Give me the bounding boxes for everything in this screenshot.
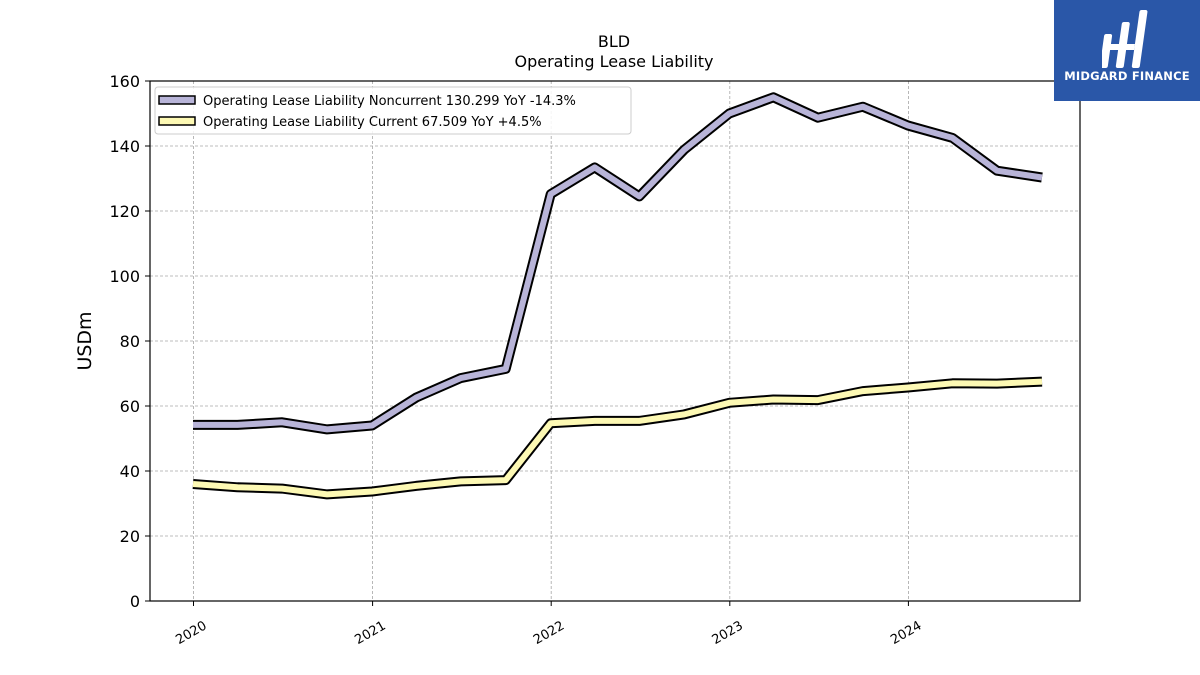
y-tick-label: 60 [120, 397, 140, 416]
legend-label-1: Operating Lease Liability Noncurrent 130… [203, 94, 576, 109]
y-tick-label: 140 [109, 137, 140, 156]
legend-label-2: Operating Lease Liability Current 67.509… [203, 115, 542, 130]
x-tick-label: 2020 [173, 618, 209, 648]
y-tick-label: 40 [120, 462, 140, 481]
legend: Operating Lease Liability Noncurrent 130… [154, 86, 632, 135]
x-tick-label: 2024 [888, 618, 924, 648]
y-axis: 0 20 40 60 80 100 120 140 160 [109, 72, 150, 611]
legend-box [154, 86, 632, 135]
x-tick-label: 2023 [710, 618, 746, 648]
brand-name: MIDGARD FINANCE [1064, 69, 1190, 83]
x-tick-label: 2021 [352, 618, 388, 648]
y-tick-label: 80 [120, 332, 140, 351]
y-tick-label: 20 [120, 527, 140, 546]
y-tick-label: 100 [109, 267, 140, 286]
x-tick-label: 2022 [531, 618, 567, 648]
series-layer [192, 92, 1043, 500]
brand-logo: MIDGARD FINANCE [1054, 0, 1200, 101]
series-1-outline [193, 92, 1043, 435]
series-2-line [192, 378, 1043, 498]
y-tick-label: 120 [109, 202, 140, 221]
chart-title: BLD [598, 32, 630, 51]
series-1-line [193, 94, 1043, 433]
series-2-outline [192, 376, 1043, 500]
legend-swatch-2 [158, 116, 196, 126]
y-tick-label: 0 [130, 592, 140, 611]
legend-swatch-1 [158, 95, 196, 105]
y-tick-label: 160 [109, 72, 140, 91]
chart-subtitle: Operating Lease Liability [514, 52, 713, 71]
grid [150, 80, 1080, 602]
y-axis-label: USDm [74, 311, 96, 370]
midgard-logo-icon [1102, 10, 1148, 68]
x-axis: 2020 2021 2022 2023 2024 [173, 601, 924, 648]
